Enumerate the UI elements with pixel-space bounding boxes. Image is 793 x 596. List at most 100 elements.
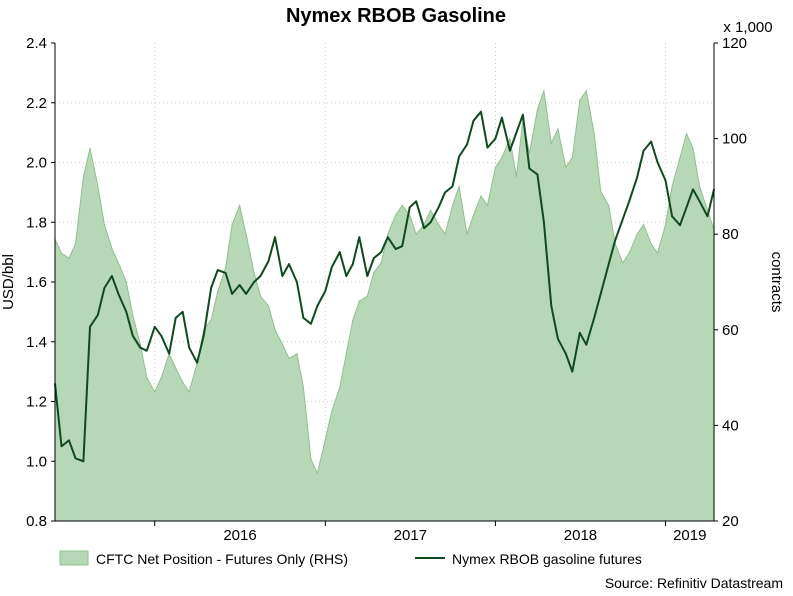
area-point [472, 214, 475, 216]
area-point [486, 204, 489, 207]
area-point [60, 252, 63, 254]
area-point [259, 295, 262, 297]
area-point [600, 190, 602, 192]
area-point [97, 185, 99, 187]
line-point [224, 272, 227, 274]
line-point [352, 263, 354, 265]
area-point [231, 224, 233, 226]
legend-label-line: Nymex RBOB gasoline futures [452, 551, 642, 567]
right-axis-multiplier: x 1,000 [723, 19, 772, 36]
area-point [657, 252, 659, 254]
line-point [650, 140, 652, 143]
line-point [316, 305, 319, 307]
left-tick-label: 2.2 [26, 95, 47, 112]
area-point [345, 353, 347, 355]
line-point [621, 218, 624, 221]
area-point [373, 271, 375, 273]
area-point [679, 157, 681, 159]
area-point [225, 267, 227, 269]
area-point [310, 458, 312, 460]
line-point [380, 251, 383, 253]
line-point [310, 323, 312, 325]
area-point [296, 353, 298, 355]
line-point [528, 167, 531, 170]
line-point [671, 215, 673, 218]
area-cftc-net-position [54, 89, 715, 522]
line-point [139, 346, 142, 349]
right-tick-label: 60 [722, 322, 739, 339]
area-point [387, 233, 389, 235]
line-point [599, 293, 602, 295]
area-point [188, 391, 190, 393]
line-point [68, 439, 70, 442]
line-point [522, 113, 524, 116]
line-point [509, 149, 511, 152]
legend: CFTC Net Position - Futures Only (RHS) N… [59, 550, 642, 567]
area-point [664, 224, 667, 226]
area-point [571, 157, 573, 159]
area-point [366, 295, 368, 297]
line-point [415, 200, 418, 203]
line-point [636, 176, 638, 179]
area-point [160, 377, 162, 379]
area-point [579, 99, 581, 101]
area-point [480, 195, 482, 197]
line-point [501, 116, 503, 119]
line-point [656, 161, 659, 164]
line-point [146, 349, 148, 352]
line-point [536, 173, 539, 176]
x-tick-label: 2016 [223, 527, 256, 544]
line-point [281, 275, 284, 277]
line-point [429, 221, 432, 224]
line-point [60, 445, 63, 448]
area-point [515, 176, 518, 178]
line-point [132, 335, 134, 337]
area-point [175, 367, 177, 369]
area-point [565, 166, 567, 168]
area-point [331, 410, 333, 412]
right-axis-label: contracts [768, 252, 785, 313]
right-tick-label: 120 [722, 35, 747, 52]
area-point [132, 314, 134, 317]
area-series [54, 89, 715, 522]
area-point [699, 185, 701, 187]
area-point [585, 90, 587, 92]
left-tick-label: 1.6 [26, 274, 47, 291]
area-point [685, 133, 688, 135]
left-axis-label: USD/bbl [0, 254, 17, 310]
line-point [451, 185, 454, 188]
right-tick-label: 40 [722, 417, 739, 434]
line-point [593, 317, 595, 319]
area-point [650, 243, 652, 245]
line-point [274, 236, 276, 238]
area-point [543, 90, 545, 92]
area-point [509, 138, 511, 140]
line-point [679, 224, 681, 226]
line-point [366, 275, 369, 277]
area-point [380, 262, 382, 264]
area-point [692, 147, 694, 149]
line-point [125, 311, 128, 313]
line-point [216, 269, 219, 271]
line-point [543, 221, 545, 224]
area-point [210, 319, 212, 321]
line-rbob-futures [54, 110, 715, 463]
line-point [331, 266, 333, 268]
area-point [239, 204, 241, 207]
area-point [636, 233, 638, 235]
area-point [274, 329, 276, 331]
area-point [117, 262, 119, 264]
line-point [89, 326, 91, 328]
line-point [253, 281, 255, 283]
line-point [111, 275, 113, 277]
chart-title: Nymex RBOB Gasoline [286, 5, 506, 27]
area-point [494, 166, 496, 168]
line-point [387, 236, 389, 238]
area-point [352, 319, 354, 321]
line-point [515, 131, 518, 134]
line-point [408, 206, 411, 209]
area-point [89, 147, 91, 149]
area-point [302, 386, 304, 388]
line-point [82, 460, 85, 463]
area-point [608, 204, 610, 207]
